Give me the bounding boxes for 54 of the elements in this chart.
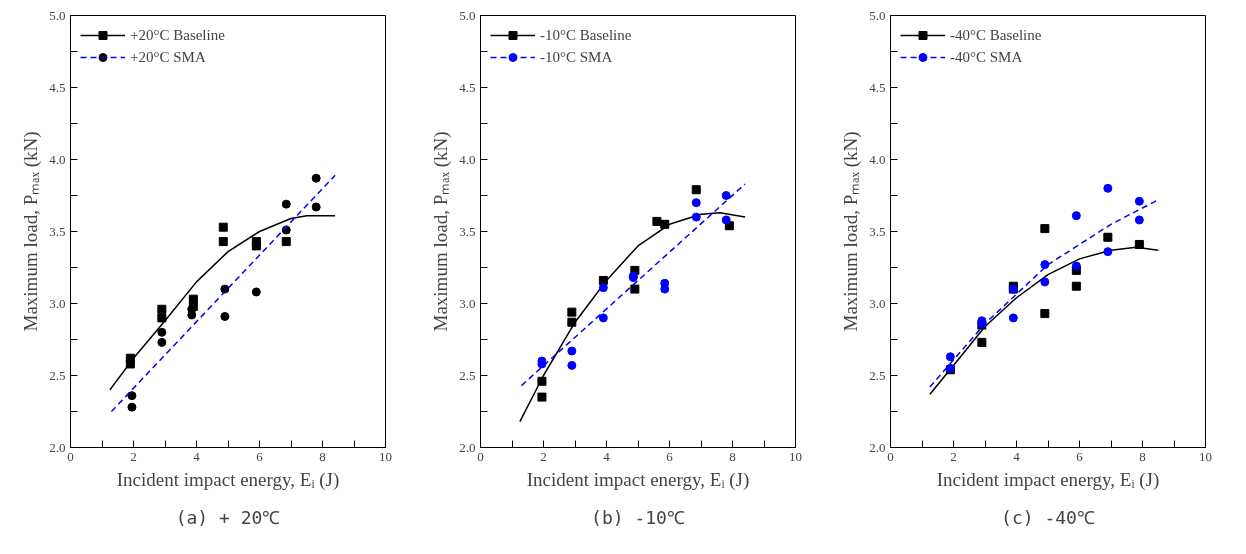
x-tick-label: 0 [67, 448, 74, 464]
y-tick-label: 2.5 [459, 367, 476, 383]
y-tick-label: 3.0 [459, 295, 476, 311]
y-tick-label: 4.5 [869, 79, 886, 95]
y-axis-title: Maximum load, Pₘₐₓ (kN) [20, 131, 43, 332]
x-tick-label: 0 [887, 448, 894, 464]
x-tick-label: 6 [1076, 448, 1084, 464]
x-tick-label: 2 [950, 448, 957, 464]
x-tick-label: 10 [1199, 448, 1212, 464]
x-tick-label: 4 [603, 448, 611, 464]
y-tick-label: 4.0 [459, 151, 476, 167]
legend-label: -10°C SMA [540, 48, 613, 66]
y-tick-label: 4.0 [49, 151, 66, 167]
y-tick-label: 2.0 [459, 439, 476, 455]
legend-label: -10°C Baseline [540, 26, 632, 44]
y-tick-label: 3.5 [49, 223, 66, 239]
x-tick-label: 8 [1139, 448, 1146, 464]
x-tick-label: 10 [789, 448, 802, 464]
y-tick-label: 4.5 [49, 79, 66, 95]
x-tick-label: 4 [1013, 448, 1021, 464]
x-tick-label: 4 [193, 448, 201, 464]
legend-label: +20°C Baseline [130, 26, 225, 44]
text: (a) + 20℃ [175, 507, 281, 528]
x-axis-title: Incident impact energy, Eᵢ (J) [936, 468, 1160, 491]
legend-label: +20°C SMA [130, 48, 206, 66]
y-tick-label: 3.5 [459, 223, 476, 239]
text: (c) -40℃ [1001, 507, 1095, 528]
y-tick-label: 5.0 [49, 7, 66, 23]
y-tick-label: 2.5 [869, 367, 886, 383]
x-tick-label: 8 [319, 448, 326, 464]
x-axis-title: Incident impact energy, Eᵢ (J) [116, 468, 340, 491]
y-tick-label: 3.0 [869, 295, 886, 311]
x-tick-label: 10 [379, 448, 392, 464]
y-tick-label: 2.0 [869, 439, 886, 455]
x-tick-label: 6 [666, 448, 674, 464]
y-tick-label: 4.5 [459, 79, 476, 95]
legend-label: -40°C Baseline [950, 26, 1042, 44]
y-tick-label: 5.0 [459, 7, 476, 23]
y-tick-label: 3.5 [869, 223, 886, 239]
y-axis-title: Maximum load, Pₘₐₓ (kN) [840, 131, 863, 332]
x-tick-label: 6 [256, 448, 264, 464]
y-tick-label: 4.0 [869, 151, 886, 167]
y-tick-label: 5.0 [869, 7, 886, 23]
y-tick-label: 2.5 [49, 367, 66, 383]
y-tick-label: 3.0 [49, 295, 66, 311]
x-tick-label: 8 [729, 448, 736, 464]
x-tick-label: 0 [477, 448, 484, 464]
x-axis-title: Incident impact energy, Eᵢ (J) [526, 468, 750, 491]
text: (b) -10℃ [591, 507, 685, 528]
x-tick-label: 2 [130, 448, 137, 464]
x-tick-label: 2 [540, 448, 547, 464]
legend-label: -40°C SMA [950, 48, 1023, 66]
y-tick-label: 2.0 [49, 439, 66, 455]
y-axis-title: Maximum load, Pₘₐₓ (kN) [430, 131, 453, 332]
